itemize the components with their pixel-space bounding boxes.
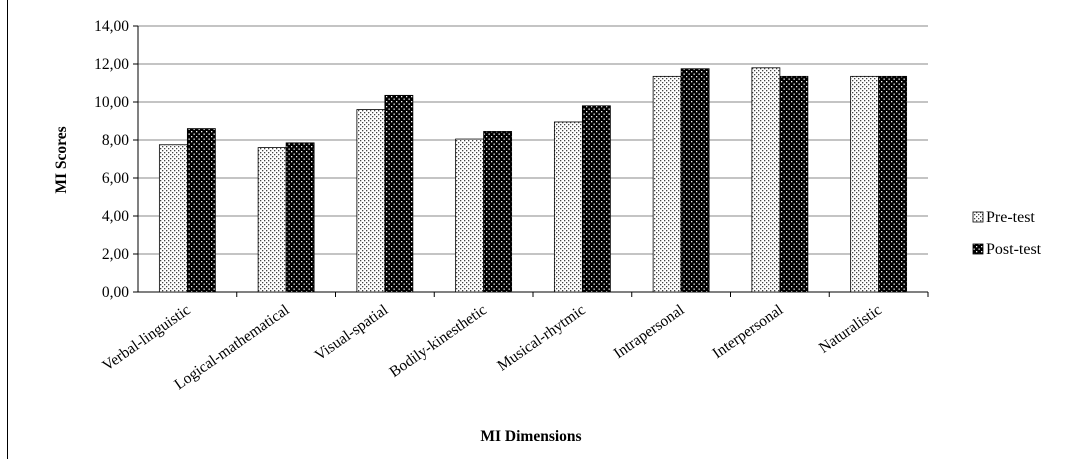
y-tick-label: 6,00 [102,170,129,187]
y-tick-label: 14,00 [94,18,129,35]
page-frame-line [7,0,8,459]
y-tick-label: 0,00 [102,284,129,301]
bar-pre-test [257,147,287,293]
y-axis-title: MI Scores [53,126,70,193]
bar-pre-test [553,121,583,293]
bar-post-test [779,75,809,293]
legend-label: Post-test [986,241,1042,258]
x-tick-label: Verbal-linguistic [99,301,193,374]
legend-label: Pre-test [986,209,1035,226]
bar-post-test [878,75,908,293]
legend: Pre-test Post-test [972,209,1042,258]
bars [158,67,908,293]
x-tick-label: Interpersonal [709,301,786,362]
bar-post-test [483,131,513,293]
bar-post-test [285,142,315,293]
x-tick-label: Visual-spatial [312,301,392,364]
bar-post-test [680,68,710,293]
legend-swatch-post-test [972,243,984,255]
gridlines [138,25,928,255]
legend-swatch-pre-test [972,211,984,223]
x-tick-label: Bodily-kinesthetic [386,301,490,381]
bar-pre-test [850,75,880,293]
bar-pre-test [652,75,682,293]
y-tick-labels: 0,00 2,00 4,00 6,00 8,00 10,00 12,00 14,00 [94,18,129,301]
bar-post-test [581,105,611,293]
bar-pre-test [158,144,188,293]
x-tick-label: Musical-rhytmic [494,301,588,374]
y-tick-label: 12,00 [94,56,129,73]
x-tick-label: Intrapersonal [611,301,688,362]
y-tick-label: 10,00 [94,94,129,111]
y-tick-label: 2,00 [102,246,129,263]
bar-post-test [384,94,414,293]
axes [133,25,929,297]
x-tick-label: Naturalistic [816,301,885,356]
x-axis-title: MI Dimensions [480,428,581,445]
bar-pre-test [356,109,386,293]
bar-pre-test [455,138,485,293]
y-tick-label: 4,00 [102,208,129,225]
y-tick-label: 8,00 [102,132,129,149]
bar-post-test [186,128,216,293]
bar-pre-test [751,67,781,293]
